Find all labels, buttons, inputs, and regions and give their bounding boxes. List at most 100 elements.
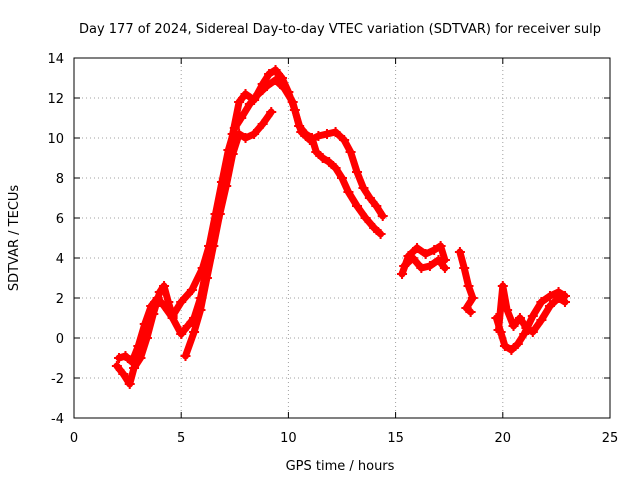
data-point [266, 107, 277, 117]
data-point [221, 181, 232, 191]
data-point [126, 357, 137, 367]
data-point [189, 327, 200, 337]
data-point [195, 305, 206, 315]
y-tick-label: 2 [56, 292, 64, 307]
data-point [343, 187, 354, 197]
axis-ticks: 0 5 10 15 20 25 -4 -2 0 2 4 6 8 10 12 14 [47, 52, 618, 446]
data-point [234, 97, 245, 107]
data-point [311, 147, 322, 157]
data-point [514, 313, 525, 323]
data-point [360, 213, 371, 223]
data-point [337, 173, 347, 183]
y-tick-label: -2 [51, 372, 64, 387]
data-point [159, 301, 170, 311]
data-series [111, 65, 570, 389]
data-point [454, 247, 465, 257]
data-point [227, 149, 238, 159]
data-point [465, 307, 476, 317]
y-tick-label: -4 [51, 412, 64, 427]
y-tick-label: 6 [56, 212, 64, 227]
data-point [559, 297, 570, 307]
data-point [240, 89, 251, 99]
data-point [270, 75, 281, 85]
data-point [416, 263, 427, 273]
data-point [499, 341, 510, 351]
data-point [159, 281, 170, 291]
series-trace [113, 76, 385, 388]
data-point [497, 281, 508, 291]
data-point [467, 293, 478, 303]
data-point [304, 135, 315, 145]
data-point [257, 79, 268, 89]
y-tick-label: 14 [47, 52, 64, 67]
data-point [208, 241, 219, 251]
data-point [296, 127, 307, 137]
data-point [435, 241, 446, 251]
data-point [463, 281, 474, 291]
x-tick-label: 5 [177, 431, 185, 446]
x-tick-label: 15 [387, 431, 404, 446]
data-point [111, 361, 122, 371]
data-point [114, 353, 125, 363]
data-point [553, 293, 564, 303]
data-point [527, 311, 538, 321]
data-point [364, 193, 375, 203]
data-point [508, 321, 519, 331]
data-point [313, 131, 324, 141]
data-point [182, 321, 193, 331]
data-point [118, 369, 129, 379]
grid [74, 58, 610, 418]
data-point [276, 73, 287, 83]
data-point [124, 379, 135, 389]
data-point [249, 95, 260, 105]
series-5 [399, 253, 450, 273]
y-tick-label: 12 [47, 92, 64, 107]
x-tick-label: 10 [280, 431, 297, 446]
data-point [289, 105, 300, 115]
data-point [330, 127, 341, 137]
data-point [186, 285, 197, 295]
data-point [176, 329, 187, 339]
data-point [214, 209, 225, 219]
data-point [369, 223, 380, 233]
data-point [377, 211, 388, 221]
y-tick-label: 8 [56, 172, 64, 187]
data-point [439, 263, 450, 273]
data-point [429, 245, 440, 255]
series-trace [115, 66, 387, 366]
data-point [330, 163, 341, 173]
data-point [502, 305, 513, 315]
data-point [536, 315, 547, 325]
series-8 [493, 281, 570, 337]
data-point [506, 345, 517, 355]
data-point [375, 229, 386, 239]
data-point [339, 135, 350, 145]
chart-title: Day 177 of 2024, Sidereal Day-to-day VTE… [79, 22, 601, 37]
x-tick-label: 20 [495, 431, 512, 446]
data-point [420, 249, 431, 259]
data-point [167, 313, 178, 323]
x-axis-label: GPS time / hours [286, 459, 395, 474]
data-point [240, 133, 251, 143]
data-point [120, 351, 131, 361]
plot-frame [73, 57, 611, 419]
data-point [283, 87, 294, 97]
data-point [371, 201, 382, 211]
series-2 [114, 65, 388, 367]
data-point [493, 325, 504, 335]
data-point [544, 301, 555, 311]
data-point [317, 153, 328, 163]
data-point [321, 129, 332, 139]
data-point [527, 327, 538, 337]
y-tick-label: 0 [56, 332, 64, 347]
data-point [146, 301, 157, 311]
data-point [257, 119, 268, 129]
data-point [407, 253, 418, 263]
data-point [352, 167, 363, 177]
data-point [512, 339, 523, 349]
series-6 [454, 247, 478, 317]
data-point [521, 323, 532, 333]
data-point [345, 147, 356, 157]
data-point [324, 157, 335, 167]
series-3 [180, 107, 277, 361]
